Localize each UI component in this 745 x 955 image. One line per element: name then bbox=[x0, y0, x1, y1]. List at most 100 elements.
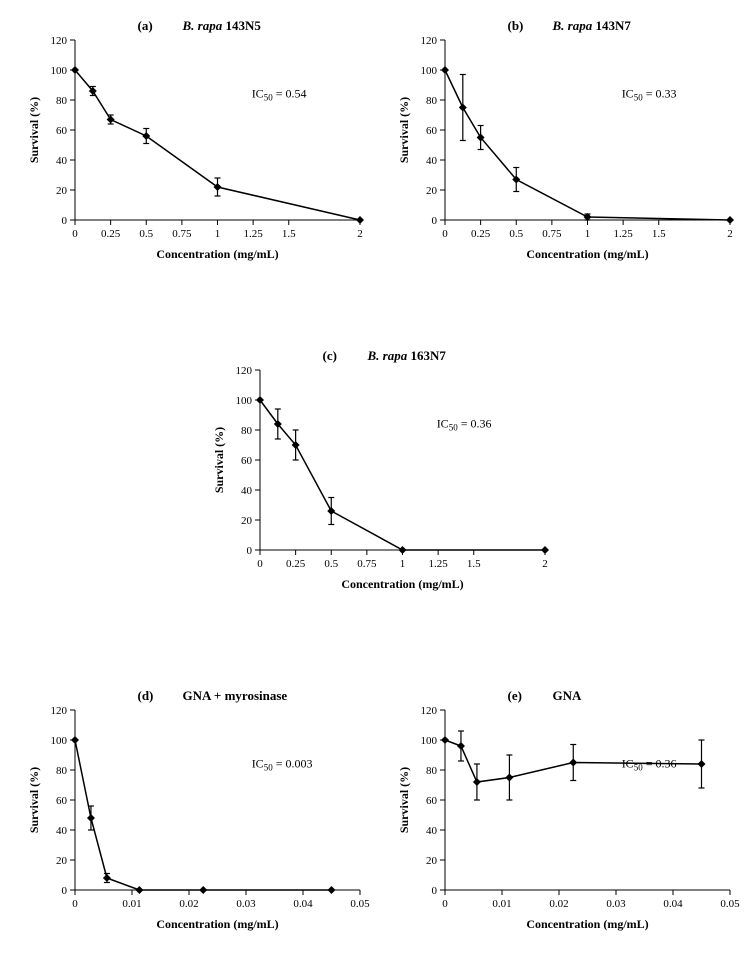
chart-c: 00.250.50.7511.251.52020406080100120Conc… bbox=[205, 340, 555, 600]
y-tick-label: 0 bbox=[247, 545, 253, 557]
y-tick-label: 80 bbox=[426, 95, 438, 107]
panel-letter: (e) bbox=[508, 688, 522, 703]
ic50-label: IC50 = 0.36 bbox=[437, 417, 492, 433]
chart-e: 00.010.020.030.040.05020406080100120Conc… bbox=[390, 680, 740, 940]
data-line bbox=[260, 400, 545, 550]
y-tick-label: 40 bbox=[426, 825, 438, 837]
x-tick-label: 0.5 bbox=[139, 228, 153, 240]
panel-letter: (c) bbox=[323, 348, 337, 363]
panel-e: 00.010.020.030.040.05020406080100120Conc… bbox=[390, 680, 740, 940]
x-tick-label: 0.75 bbox=[357, 558, 377, 570]
x-axis-title: Concentration (mg/mL) bbox=[341, 577, 463, 591]
y-tick-label: 0 bbox=[62, 885, 68, 897]
y-tick-label: 60 bbox=[241, 455, 253, 467]
y-axis-title: Survival (%) bbox=[27, 97, 41, 163]
x-tick-label: 0.02 bbox=[179, 898, 198, 910]
x-tick-label: 0.05 bbox=[720, 898, 740, 910]
y-axis-title: Survival (%) bbox=[212, 427, 226, 493]
x-tick-label: 0.5 bbox=[324, 558, 338, 570]
y-tick-label: 20 bbox=[56, 855, 68, 867]
data-line bbox=[75, 70, 360, 220]
x-tick-label: 0.02 bbox=[549, 898, 568, 910]
panel-title-italic: B. rapa bbox=[367, 348, 408, 363]
panel-title-suffix: 143N5 bbox=[222, 18, 261, 33]
data-marker bbox=[87, 814, 95, 822]
x-tick-label: 0.04 bbox=[663, 898, 683, 910]
x-tick-label: 0 bbox=[442, 898, 448, 910]
x-tick-label: 0.01 bbox=[492, 898, 511, 910]
data-marker bbox=[107, 116, 115, 124]
x-tick-label: 1 bbox=[585, 228, 591, 240]
x-tick-label: 1.5 bbox=[282, 228, 296, 240]
data-marker bbox=[441, 66, 449, 74]
x-tick-label: 0.05 bbox=[350, 898, 370, 910]
panel-c: 00.250.50.7511.251.52020406080100120Conc… bbox=[205, 340, 555, 600]
panel-letter: (a) bbox=[138, 18, 153, 33]
x-tick-label: 0.5 bbox=[509, 228, 523, 240]
data-marker bbox=[327, 507, 335, 515]
data-marker bbox=[356, 216, 364, 224]
y-axis-title: Survival (%) bbox=[397, 97, 411, 163]
y-tick-label: 100 bbox=[51, 65, 68, 77]
data-marker bbox=[505, 774, 513, 782]
y-tick-label: 100 bbox=[51, 735, 68, 747]
y-tick-label: 80 bbox=[426, 765, 438, 777]
x-tick-label: 0.01 bbox=[122, 898, 141, 910]
ic50-label: IC50 = 0.33 bbox=[622, 87, 677, 103]
x-tick-label: 0.25 bbox=[471, 228, 491, 240]
panel-title-suffix: 143N7 bbox=[592, 18, 631, 33]
x-tick-label: 2 bbox=[727, 228, 733, 240]
y-tick-label: 120 bbox=[421, 35, 438, 47]
y-tick-label: 80 bbox=[56, 95, 68, 107]
y-tick-label: 40 bbox=[241, 485, 253, 497]
y-tick-label: 100 bbox=[421, 65, 438, 77]
y-tick-label: 60 bbox=[426, 125, 438, 137]
panel-letter: (b) bbox=[508, 18, 524, 33]
y-axis-title: Survival (%) bbox=[27, 767, 41, 833]
panel-title-suffix: 163N7 bbox=[407, 348, 446, 363]
figure: 00.250.50.7511.251.52020406080100120Conc… bbox=[0, 0, 745, 955]
data-marker bbox=[399, 546, 407, 554]
data-marker bbox=[441, 736, 449, 744]
x-tick-label: 1.5 bbox=[467, 558, 481, 570]
chart-b: 00.250.50.7511.251.52020406080100120Conc… bbox=[390, 10, 740, 270]
x-axis-title: Concentration (mg/mL) bbox=[156, 247, 278, 261]
y-tick-label: 40 bbox=[56, 825, 68, 837]
x-tick-label: 0 bbox=[257, 558, 263, 570]
y-tick-label: 60 bbox=[56, 795, 68, 807]
x-tick-label: 1 bbox=[400, 558, 406, 570]
data-marker bbox=[199, 886, 207, 894]
data-marker bbox=[569, 759, 577, 767]
x-tick-label: 0 bbox=[442, 228, 448, 240]
data-marker bbox=[541, 546, 549, 554]
data-marker bbox=[698, 760, 706, 768]
x-tick-label: 0.03 bbox=[236, 898, 256, 910]
x-axis-title: Concentration (mg/mL) bbox=[156, 917, 278, 931]
y-tick-label: 120 bbox=[51, 705, 68, 717]
panel-letter: (d) bbox=[138, 688, 154, 703]
y-tick-label: 20 bbox=[56, 185, 68, 197]
panel-title: B. rapa 143N5 bbox=[182, 18, 262, 33]
ic50-label: IC50 = 0.54 bbox=[252, 87, 307, 103]
data-marker bbox=[726, 216, 734, 224]
y-tick-label: 80 bbox=[56, 765, 68, 777]
x-tick-label: 1.25 bbox=[614, 228, 634, 240]
y-tick-label: 20 bbox=[426, 855, 438, 867]
y-tick-label: 80 bbox=[241, 425, 253, 437]
panel-d: 00.010.020.030.040.05020406080100120Conc… bbox=[20, 680, 370, 940]
x-tick-label: 0.25 bbox=[286, 558, 306, 570]
y-tick-label: 120 bbox=[51, 35, 68, 47]
x-tick-label: 0.04 bbox=[293, 898, 313, 910]
panel-title-italic: B. rapa bbox=[182, 18, 223, 33]
panel-title: GNA + myrosinase bbox=[183, 688, 288, 703]
y-tick-label: 0 bbox=[432, 215, 438, 227]
chart-d: 00.010.020.030.040.05020406080100120Conc… bbox=[20, 680, 370, 940]
panel-a: 00.250.50.7511.251.52020406080100120Conc… bbox=[20, 10, 370, 270]
x-tick-label: 1 bbox=[215, 228, 221, 240]
y-tick-label: 20 bbox=[426, 185, 438, 197]
x-tick-label: 1.25 bbox=[429, 558, 449, 570]
ic50-label: IC50 = 0.003 bbox=[252, 757, 313, 773]
chart-a: 00.250.50.7511.251.52020406080100120Conc… bbox=[20, 10, 370, 270]
data-marker bbox=[135, 886, 143, 894]
y-tick-label: 120 bbox=[236, 365, 253, 377]
